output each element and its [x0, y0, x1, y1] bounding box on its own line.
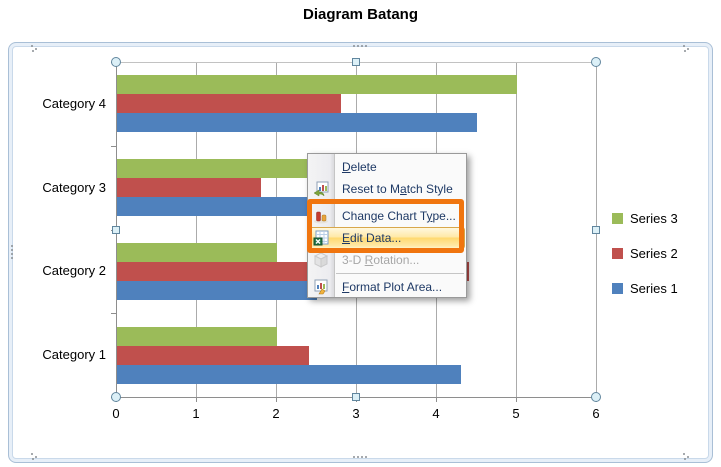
bar-series-3-category-3[interactable]	[117, 159, 357, 179]
menu-item-label: Format Plot Area...	[334, 280, 442, 294]
x-tick-label: 4	[432, 406, 440, 421]
x-tick-label: 0	[112, 406, 120, 421]
selection-handle-corner[interactable]	[111, 392, 121, 402]
label-segment: 3-D	[342, 253, 365, 267]
y-axis-tick	[111, 146, 116, 147]
label-segment: Reset to M	[342, 182, 401, 196]
frame-grip-top-left[interactable]	[31, 45, 33, 47]
x-tick-label: 3	[352, 406, 360, 421]
label-segment: tch Style	[406, 182, 453, 196]
format-plot-area-icon	[308, 279, 334, 295]
y-axis-tick	[111, 313, 116, 314]
frame-grip-bottom-left[interactable]	[31, 453, 33, 455]
menu-icon-strip	[308, 154, 335, 297]
bar-series-2-category-1[interactable]	[117, 345, 309, 365]
label-accelerator: E	[342, 231, 351, 245]
menu-item-delete[interactable]: Delete	[308, 156, 466, 178]
gridline	[196, 62, 197, 397]
menu-item-label: Delete	[334, 160, 377, 174]
gridline	[276, 62, 277, 397]
label-segment: pe...	[432, 209, 456, 223]
page-title: Diagram Batang	[302, 6, 419, 23]
x-axis-tick	[516, 397, 517, 402]
x-axis-tick	[436, 397, 437, 402]
legend-item[interactable]: Series 1	[612, 278, 678, 299]
selection-handle-corner[interactable]	[591, 392, 601, 402]
edit-data-icon	[308, 230, 334, 246]
selection-handle-corner[interactable]	[591, 57, 601, 67]
bar-series-2-category-4[interactable]	[117, 94, 341, 114]
bar-series-3-category-2[interactable]	[117, 242, 277, 262]
bar-series-2-category-3[interactable]	[117, 178, 261, 198]
gridline	[516, 62, 517, 397]
legend-swatch	[612, 213, 623, 224]
frame-grip-left[interactable]	[11, 245, 13, 247]
bar-series-1-category-1[interactable]	[117, 364, 461, 384]
x-tick-label: 5	[512, 406, 520, 421]
selection-handle-side[interactable]	[592, 225, 600, 234]
legend-item[interactable]: Series 3	[612, 208, 678, 229]
bar-series-1-category-4[interactable]	[117, 113, 477, 133]
legend-swatch	[612, 248, 623, 259]
menu-item-reset-to-match-style[interactable]: Reset to Match Style	[308, 178, 466, 200]
label-accelerator: D	[342, 160, 351, 174]
label-segment: dit Data...	[350, 231, 402, 245]
category-label: Category 4	[42, 95, 106, 111]
menu-item-edit-data[interactable]: Edit Data...	[308, 227, 466, 249]
menu-item-label: Reset to Match Style	[334, 182, 453, 196]
category-label: Category 3	[42, 179, 106, 195]
legend-swatch	[612, 283, 623, 294]
selection-handle-side[interactable]	[352, 58, 360, 66]
frame-grip-top[interactable]	[353, 45, 355, 47]
frame-grip-top-right[interactable]	[683, 45, 685, 47]
frame-grip-bottom[interactable]	[353, 456, 355, 458]
label-accelerator: F	[342, 280, 350, 294]
reset-style-icon	[308, 181, 334, 197]
frame-grip-bottom-right[interactable]	[683, 453, 685, 455]
menu-item-format-plot-area[interactable]: Format Plot Area...	[308, 276, 466, 298]
menu-item-change-chart-type[interactable]: Change Chart Type...	[308, 205, 466, 227]
label-accelerator: y	[426, 209, 433, 223]
x-axis-tick	[196, 397, 197, 402]
legend-item[interactable]: Series 2	[612, 243, 678, 264]
context-menu: Delete Reset to Match Style Change Chart…	[307, 153, 467, 298]
menu-item-3d-rotation: 3-D Rotation...	[308, 249, 466, 271]
menu-separator	[336, 202, 464, 203]
label-accelerator: R	[364, 253, 374, 267]
category-label: Category 1	[42, 347, 106, 363]
bar-series-1-category-2[interactable]	[117, 280, 317, 300]
legend-label: Series 3	[630, 211, 678, 226]
x-tick-label: 2	[272, 406, 280, 421]
legend[interactable]: Series 3 Series 2 Series 1	[612, 208, 678, 313]
label-accelerator: a	[400, 182, 407, 196]
menu-item-label: Edit Data...	[334, 231, 401, 245]
label-segment: otation...	[373, 253, 420, 267]
menu-item-label: Change Chart Type...	[334, 209, 456, 223]
selection-handle-corner[interactable]	[111, 57, 121, 67]
label-segment: elete	[350, 160, 377, 174]
change-chart-type-icon	[308, 208, 334, 224]
x-axis-tick	[276, 397, 277, 402]
bar-series-3-category-1[interactable]	[117, 326, 277, 346]
legend-label: Series 1	[630, 281, 678, 296]
menu-separator	[336, 273, 464, 274]
category-label: Category 2	[42, 263, 106, 279]
x-tick-label: 6	[592, 406, 600, 421]
legend-label: Series 2	[630, 246, 678, 261]
bar-series-3-category-4[interactable]	[117, 75, 517, 95]
label-segment: Change Chart T	[342, 209, 427, 223]
3d-rotation-icon	[308, 252, 334, 268]
selection-handle-side[interactable]	[112, 225, 120, 234]
x-tick-label: 1	[192, 406, 200, 421]
label-segment: ormat Plot Area...	[349, 280, 443, 294]
menu-item-label: 3-D Rotation...	[334, 253, 419, 267]
selection-handle-side[interactable]	[352, 393, 360, 401]
